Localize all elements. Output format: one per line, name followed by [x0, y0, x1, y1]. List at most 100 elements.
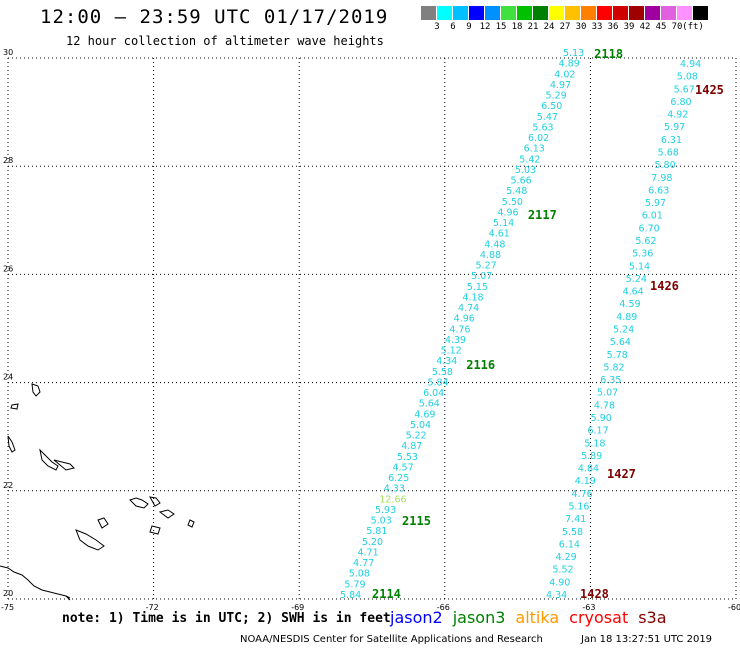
legend-item-s3a: s3a	[638, 608, 667, 627]
color-scale-label: 6	[450, 22, 456, 32]
color-swatch	[629, 6, 645, 20]
swh-value: 4.29	[556, 552, 577, 563]
swh-value: 5.24	[613, 325, 634, 336]
swh-value: 5.03	[515, 165, 536, 176]
swh-value: 4.96	[454, 314, 475, 325]
color-scale-bar	[421, 6, 709, 20]
lat-tick-label: 20	[3, 589, 13, 598]
swh-value: 4.87	[401, 441, 422, 452]
swh-value: 6.63	[648, 185, 669, 196]
pass-time-label: 2114	[372, 587, 401, 601]
color-swatch	[661, 6, 677, 20]
swh-value: 4.96	[497, 207, 518, 218]
swh-value: 5.64	[419, 399, 440, 410]
swh-value: 4.89	[616, 312, 637, 323]
swh-value: 6.13	[524, 144, 545, 155]
swh-value: 5.29	[546, 91, 567, 102]
color-swatch	[501, 6, 517, 20]
swh-value: 4.94	[680, 59, 701, 70]
color-swatch	[677, 6, 693, 20]
footer-timestamp: Jan 18 13:27:51 UTC 2019	[581, 634, 713, 645]
lat-tick-label: 28	[3, 156, 13, 165]
lat-tick-label: 30	[3, 48, 13, 57]
swh-value: 6.14	[559, 539, 580, 550]
swh-value: 6.35	[600, 375, 621, 386]
swh-value: 5.24	[626, 274, 647, 285]
swh-value: 4.77	[353, 558, 374, 569]
swh-value: 5.36	[632, 249, 653, 260]
lat-tick-label: 26	[3, 264, 13, 273]
swh-value: 5.80	[654, 160, 675, 171]
color-swatch	[485, 6, 501, 20]
swh-value: 5.58	[562, 527, 583, 538]
swh-value: 6.31	[661, 135, 682, 146]
swh-value: 4.48	[484, 239, 505, 250]
swh-value: 4.61	[489, 229, 510, 240]
page-title: 12:00 — 23:59 UTC 01/17/2019	[40, 6, 389, 28]
pass-time-label: 1425	[695, 83, 724, 97]
bahamas-island-4	[39, 448, 59, 471]
swh-value: 7.41	[565, 514, 586, 525]
swh-value: 5.67	[674, 84, 695, 95]
color-swatch	[533, 6, 549, 20]
color-swatch	[421, 6, 437, 20]
caribbean-islands	[0, 383, 195, 601]
swh-value: 6.02	[528, 133, 549, 144]
swh-value: 5.14	[629, 261, 650, 272]
swh-value: 5.20	[362, 537, 383, 548]
swh-value: 5.84	[427, 377, 448, 388]
graticule: -75 -72 -69 -66 -63 -60 20 22 24 26 28 30	[1, 48, 740, 612]
color-scale-label: 45	[655, 22, 667, 32]
swh-value: 4.64	[623, 287, 644, 298]
swh-value: 4.57	[392, 462, 413, 473]
color-swatch	[581, 6, 597, 20]
color-swatch	[597, 6, 613, 20]
lon-tick-label: -66	[437, 603, 450, 612]
bahamas-island-3	[7, 435, 16, 453]
turks-caicos-3	[158, 509, 175, 519]
swh-value: 5.62	[635, 236, 656, 247]
swh-value: 4.59	[619, 299, 640, 310]
bahamas-island-1	[10, 403, 19, 410]
swh-value: 5.13	[563, 48, 584, 59]
swh-value: 5.07	[597, 388, 618, 399]
swh-value: 5.93	[375, 505, 396, 516]
color-scale-label: 9	[466, 22, 472, 32]
island-5	[75, 529, 105, 551]
swh-value: 5.53	[397, 452, 418, 463]
legend-item-cryosat: cryosat	[569, 608, 629, 627]
swh-value: 5.14	[493, 218, 514, 229]
altimeter-tracks: 5.845.795.084.774.715.205.815.035.9312.6…	[340, 47, 724, 601]
swh-value: 4.97	[550, 80, 571, 91]
swh-value: 5.16	[568, 502, 589, 513]
swh-value: 5.90	[591, 413, 612, 424]
swh-value: 5.48	[506, 186, 527, 197]
pass-time-label: 2115	[402, 514, 431, 528]
swh-value: 6.17	[587, 426, 608, 437]
swh-value: 5.68	[658, 148, 679, 159]
swh-value: 5.82	[603, 362, 624, 373]
swh-value: 5.63	[532, 122, 553, 133]
swh-value: 4.02	[554, 69, 575, 80]
color-swatch	[613, 6, 629, 20]
color-scale-label: 3	[434, 22, 440, 32]
swh-value: 5.27	[476, 261, 497, 272]
swh-value: 5.47	[537, 112, 558, 123]
color-swatch	[645, 6, 661, 20]
swh-value: 4.76	[449, 324, 470, 335]
color-scale-label: 42	[639, 22, 651, 32]
swh-value: 5.22	[406, 431, 427, 442]
swh-value: 4.88	[480, 250, 501, 261]
color-swatch	[437, 6, 453, 20]
pass-time-label: 1428	[580, 587, 609, 601]
color-swatch	[693, 6, 709, 20]
swh-value: 4.71	[357, 547, 378, 558]
bahamas-island-2	[31, 383, 41, 397]
hispaniola-outline	[0, 565, 71, 599]
color-scale-label: 18	[511, 22, 523, 32]
swh-value: 4.69	[414, 409, 435, 420]
legend-item-jason2: jason2	[390, 608, 443, 627]
lon-tick-label: -72	[146, 603, 159, 612]
swh-value: 6.50	[541, 101, 562, 112]
island-7	[187, 519, 195, 528]
